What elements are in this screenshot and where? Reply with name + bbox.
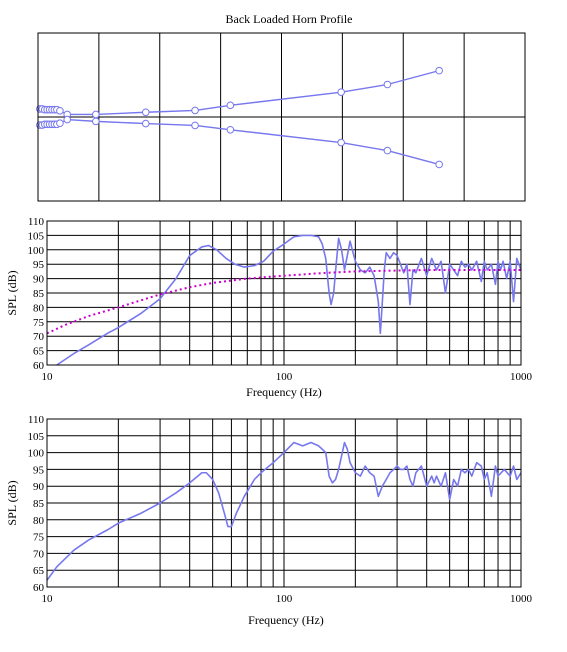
horn-profile-chart: Back Loaded Horn Profile	[36, 12, 526, 202]
profile-marker	[435, 66, 443, 75]
x-tick-label: 100	[276, 371, 293, 383]
y-tick-label: 90	[33, 481, 45, 493]
profile-marker	[337, 138, 345, 147]
profile-marker	[141, 108, 150, 117]
spl-series-line	[56, 234, 522, 366]
profile-marker	[92, 110, 100, 119]
spl-chart-2-x-axis-label: Frequency (Hz)	[248, 613, 324, 627]
horn-profile-frame	[37, 32, 526, 202]
spl-series-line	[46, 441, 522, 581]
x-tick-label: 1000	[510, 371, 533, 383]
y-tick-label: 110	[28, 414, 45, 426]
y-tick-label: 80	[33, 302, 45, 314]
horn-profile-title: Back Loaded Horn Profile	[226, 12, 353, 26]
profile-marker	[383, 146, 392, 155]
spl-chart-2-frame	[46, 418, 522, 588]
dotted-series-line	[46, 268, 521, 335]
profile-marker	[337, 88, 345, 96]
profile-marker	[226, 101, 235, 110]
y-tick-label: 65	[33, 346, 45, 358]
y-tick-label: 65	[33, 565, 45, 577]
x-tick-label: 10	[42, 371, 54, 383]
spl-chart-1-x-axis-label: Frequency (Hz)	[246, 385, 322, 399]
spl-chart-2-grid	[47, 419, 521, 587]
y-tick-label: 85	[33, 288, 45, 300]
profile-marker	[383, 80, 392, 89]
y-tick-label: 75	[33, 317, 45, 329]
horn-profile-series	[36, 66, 443, 169]
profile-marker	[226, 125, 235, 134]
y-tick-label: 105	[28, 230, 45, 242]
profile-marker	[191, 121, 199, 130]
spl-chart-2-series	[46, 441, 522, 581]
spl-chart-2-y-ticks: 60 65 70 75 80 85 90 95 100 105 110	[28, 414, 45, 594]
y-tick-label: 110	[28, 216, 45, 228]
profile-marker	[191, 106, 199, 115]
spl-chart-1-grid	[47, 221, 521, 365]
profile-marker	[56, 119, 64, 128]
spl-chart-2-y-axis-label: SPL (dB)	[5, 480, 19, 525]
profile-line-2	[39, 118, 440, 166]
spl-chart-1-y-axis-label: SPL (dB)	[5, 270, 19, 315]
spl-chart-1-series	[46, 234, 522, 366]
x-tick-label: 1000	[510, 593, 533, 605]
x-tick-label: 10	[42, 593, 54, 605]
x-tick-label: 100	[276, 593, 293, 605]
spl-chart-2-x-ticks: 10 100 1000	[42, 593, 533, 605]
spl-chart-1-frame	[46, 220, 522, 366]
y-tick-label: 95	[33, 259, 45, 271]
profile-marker	[56, 106, 64, 115]
profile-marker	[92, 117, 100, 126]
profile-line-1	[39, 69, 440, 116]
spl-chart-1-y-ticks: 60 65 70 75 80 85 90 95 100 105 110	[28, 216, 45, 372]
y-tick-label: 70	[33, 331, 45, 343]
y-tick-label: 95	[33, 464, 45, 476]
y-tick-label: 70	[33, 548, 45, 560]
y-tick-label: 80	[33, 515, 45, 527]
y-tick-label: 60	[33, 582, 45, 594]
y-tick-label: 100	[28, 448, 45, 460]
y-tick-label: 75	[33, 532, 45, 544]
y-tick-label: 60	[33, 360, 45, 372]
y-tick-label: 105	[28, 431, 45, 443]
spl-chart-1: 60 65 70 75 80 85 90 95 100 105 110 10 100 1000 Freq…	[5, 216, 533, 399]
y-tick-label: 85	[33, 498, 45, 510]
horn-profile-grid	[38, 33, 525, 201]
spl-chart-2: 60 65 70 75 80 85 90 95 100 105 110 10 100 1000 Freq…	[5, 414, 533, 627]
y-tick-label: 100	[28, 245, 45, 257]
spl-chart-1-x-ticks: 10 100 1000	[42, 371, 533, 383]
profile-marker	[141, 119, 150, 128]
profile-marker	[63, 115, 72, 124]
y-tick-label: 90	[33, 274, 45, 286]
profile-marker	[435, 160, 443, 169]
